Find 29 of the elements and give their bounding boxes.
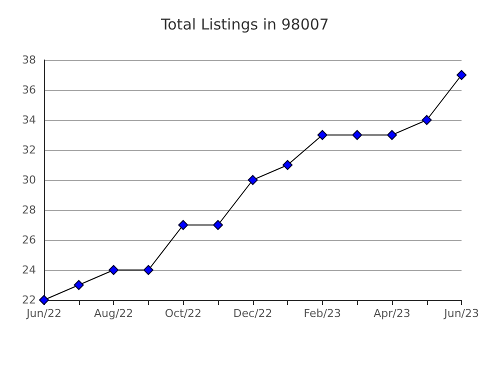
point bbox=[352, 130, 362, 140]
point bbox=[143, 265, 154, 275]
y-tick-label: 28 bbox=[22, 204, 36, 216]
x-tick-label: Jun/23 bbox=[443, 307, 479, 320]
point bbox=[178, 220, 188, 230]
x-tick-label: Aug/22 bbox=[94, 307, 134, 320]
y-tick-label: 22 bbox=[22, 294, 36, 306]
y-tick-label: 26 bbox=[22, 234, 36, 246]
x-tick-label: Feb/23 bbox=[304, 307, 341, 320]
point bbox=[108, 265, 119, 275]
y-tick-label: 36 bbox=[22, 84, 36, 96]
x-tick-label: Jun/22 bbox=[26, 307, 62, 320]
x-tick-label: Dec/22 bbox=[233, 307, 272, 320]
chart-title: Total Listings in 98007 bbox=[160, 16, 329, 34]
point bbox=[212, 220, 223, 230]
y-tick-label: 34 bbox=[22, 114, 36, 126]
point bbox=[422, 115, 432, 125]
y-tick-label: 32 bbox=[22, 144, 36, 156]
point bbox=[248, 175, 258, 185]
x-tick-label: Oct/22 bbox=[164, 307, 202, 320]
point bbox=[74, 280, 84, 290]
point bbox=[282, 160, 293, 170]
point bbox=[386, 130, 397, 140]
x-tick-label: Apr/23 bbox=[374, 307, 410, 320]
y-tick-label: 30 bbox=[22, 174, 36, 186]
y-tick-label: 24 bbox=[22, 264, 36, 276]
y-tick-label: 38 bbox=[22, 54, 36, 66]
point bbox=[456, 70, 467, 80]
point bbox=[317, 130, 328, 140]
